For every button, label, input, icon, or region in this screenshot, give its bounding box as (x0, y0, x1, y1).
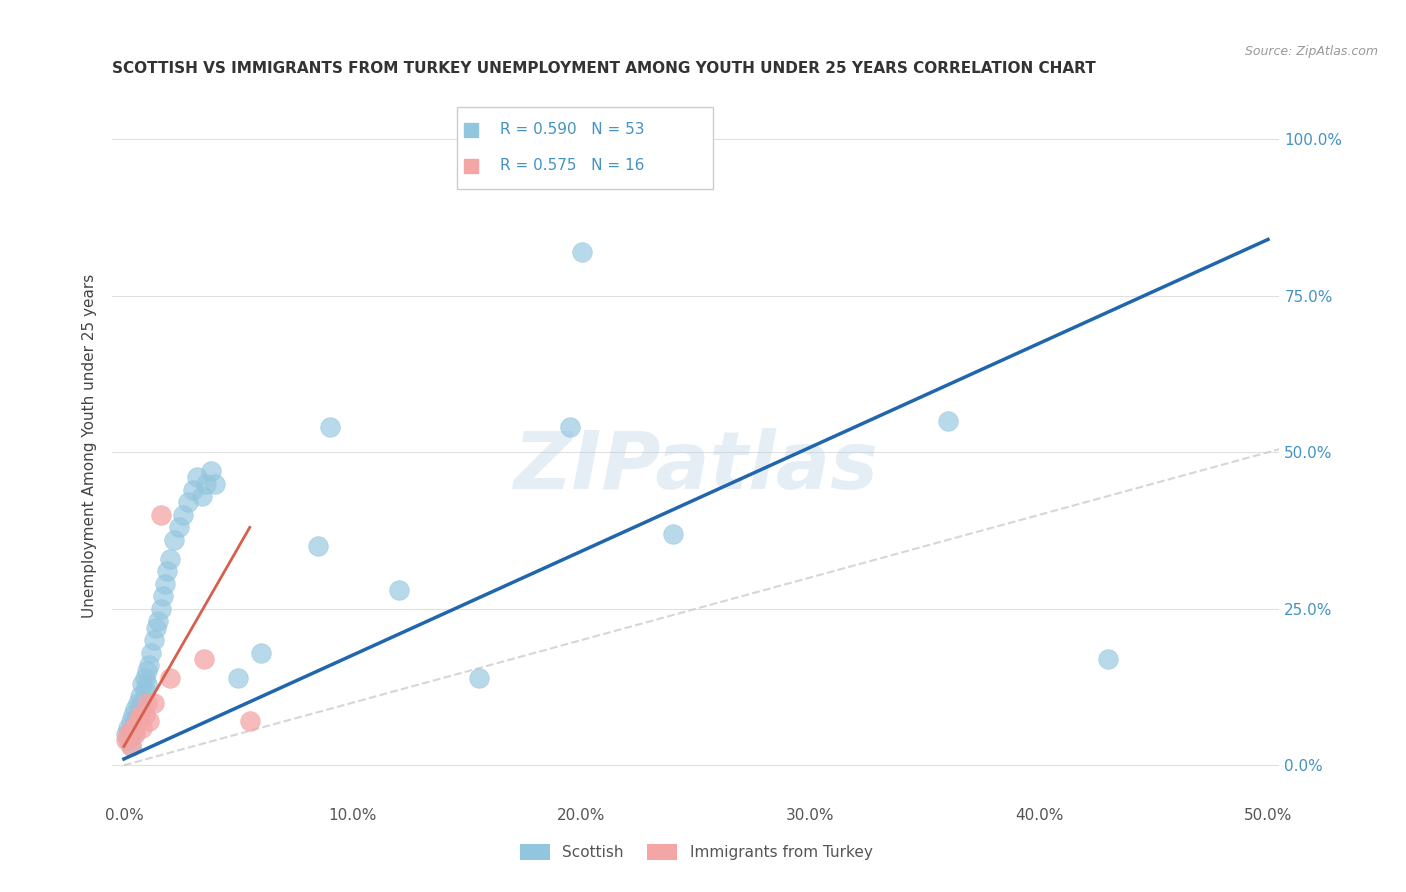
Point (124, 727, 146, 741)
Point (319, 420, 342, 434)
Point (159, 671, 181, 685)
Point (149, 508, 172, 522)
Text: R = 0.590   N = 53: R = 0.590 N = 53 (501, 122, 644, 137)
Point (122, 708, 145, 723)
Point (115, 727, 138, 741)
Point (115, 733, 138, 747)
Point (138, 714, 160, 729)
Text: SCOTTISH VS IMMIGRANTS FROM TURKEY UNEMPLOYMENT AMONG YOUTH UNDER 25 YEARS CORRE: SCOTTISH VS IMMIGRANTS FROM TURKEY UNEMP… (112, 61, 1097, 76)
Point (120, 739, 142, 754)
Point (127, 714, 149, 729)
Point (181, 483, 204, 497)
Point (129, 690, 152, 704)
Point (163, 533, 186, 547)
Point (145, 621, 167, 635)
Point (129, 708, 152, 723)
Point (153, 576, 176, 591)
Point (134, 708, 156, 723)
Point (138, 658, 160, 673)
Point (131, 677, 153, 691)
Point (135, 665, 157, 679)
Point (1097, 652, 1119, 666)
Point (387, 582, 409, 597)
Point (124, 702, 146, 716)
Point (122, 727, 145, 741)
Point (124, 721, 146, 735)
Point (129, 702, 152, 716)
Point (122, 721, 145, 735)
Point (156, 564, 179, 578)
Point (127, 696, 149, 710)
Text: ZIPatlas: ZIPatlas (513, 428, 879, 507)
Point (142, 633, 165, 648)
Point (117, 727, 139, 741)
Point (307, 539, 329, 553)
Point (186, 470, 208, 484)
Point (152, 589, 174, 603)
Point (117, 721, 139, 735)
Point (239, 714, 262, 729)
Point (120, 727, 142, 741)
Point (177, 495, 200, 509)
Point (190, 489, 212, 503)
Point (467, 671, 489, 685)
FancyBboxPatch shape (457, 107, 713, 189)
Point (250, 646, 273, 660)
Text: Source: ZipAtlas.com: Source: ZipAtlas.com (1244, 45, 1378, 58)
Point (558, 420, 581, 434)
Y-axis label: Unemployment Among Youth under 25 years: Unemployment Among Youth under 25 years (82, 274, 97, 618)
Point (228, 671, 250, 685)
Point (120, 739, 142, 754)
Point (135, 677, 157, 691)
Point (149, 601, 172, 615)
Point (571, 244, 593, 259)
Point (662, 526, 685, 541)
Point (120, 714, 142, 729)
Point (131, 696, 153, 710)
Point (193, 652, 215, 666)
Point (148, 614, 170, 628)
Point (167, 520, 190, 534)
Point (936, 414, 959, 428)
Point (172, 508, 194, 522)
Point (204, 476, 226, 491)
Point (131, 721, 153, 735)
Text: R = 0.575   N = 16: R = 0.575 N = 16 (501, 158, 644, 173)
Point (124, 714, 146, 729)
Point (159, 551, 181, 566)
Point (142, 696, 165, 710)
Legend: Scottish, Immigrants from Turkey: Scottish, Immigrants from Turkey (513, 838, 879, 866)
Point (195, 476, 218, 491)
Point (134, 683, 156, 698)
Point (141, 646, 163, 660)
Point (135, 696, 157, 710)
Point (122, 721, 145, 735)
Point (200, 464, 222, 478)
Point (134, 671, 156, 685)
Point (127, 708, 149, 723)
Point (117, 733, 139, 747)
